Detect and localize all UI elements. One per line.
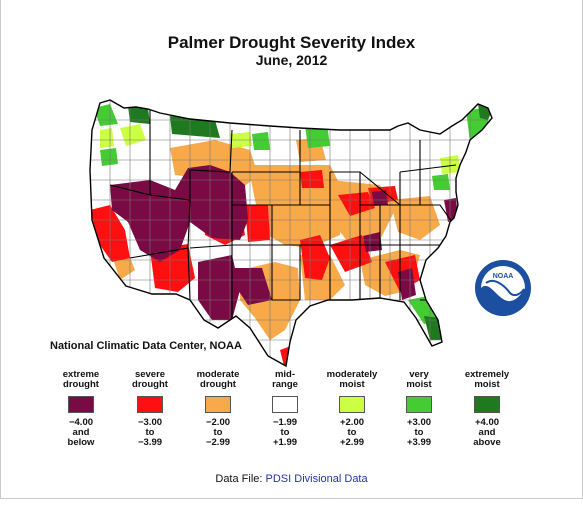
us-outline [89,99,493,368]
map-subtitle: June, 2012 [255,52,328,68]
extremely-moist-regions [128,104,492,340]
legend-range: +4.00 and above [473,417,501,448]
state-boundaries [109,110,457,320]
legend-label: mid-range [272,369,298,390]
legend-swatch [205,396,231,413]
credit-text: National Climatic Data Center, NOAA [50,340,242,352]
legend-label: extreme drought [62,369,100,390]
legend-swatch [68,396,94,413]
legend-swatch [272,396,298,413]
legend-range: +2.00 to +2.99 [339,417,365,448]
legend-label: severe drought [132,369,168,390]
pdsi-data-link[interactable]: PDSI Divisional Data [265,473,368,485]
legend-range: −2.00 to −2.99 [205,417,231,448]
legend-label: moderately moist [326,369,378,390]
footer-prefix: Data File: [215,473,263,485]
extreme-drought-regions [110,165,458,320]
legend-label: moderate drought [196,369,240,390]
legend-label: extremely moist [464,369,510,390]
legend-swatch [406,396,432,413]
footer: Data File: PDSI Divisional Data [0,473,583,485]
legend-swatch [474,396,500,413]
legend-range: −1.99 to +1.99 [272,417,298,448]
noaa-logo-icon: NOAA [474,259,532,317]
map-title: Palmer Drought Severity Index [167,33,416,52]
legend-range: +3.00 to +3.99 [406,417,432,448]
legend-swatch [137,396,163,413]
svg-text:NOAA: NOAA [493,273,514,280]
legend-range: −4.00 and below [67,417,95,448]
legend-range: −3.00 to −3.99 [137,417,163,448]
legend-swatch [339,396,365,413]
legend-label: very moist [406,369,432,390]
